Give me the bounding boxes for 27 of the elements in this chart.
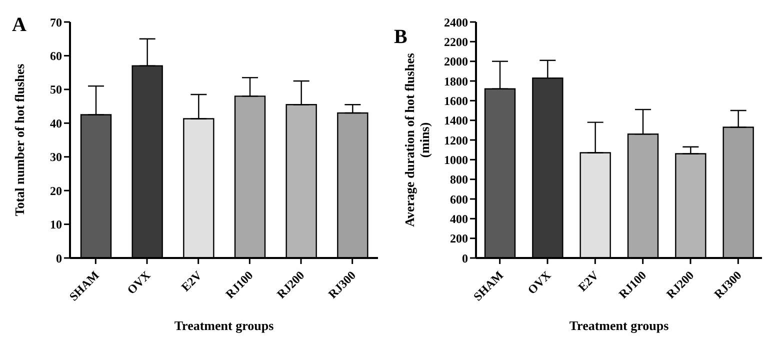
y-tick-label: 0 — [56, 251, 62, 266]
chart-title: A — [12, 14, 26, 37]
y-tick-label: 0 — [462, 251, 468, 266]
y-tick-label: 40 — [50, 116, 62, 130]
y-tick-label: 2000 — [444, 54, 468, 69]
y-axis-title: Average duration of hot flushes (mins) — [402, 53, 432, 227]
y-tick-label: 400 — [450, 212, 468, 226]
y-tick-label: 60 — [50, 48, 62, 63]
y-tick-label: 1800 — [444, 74, 468, 88]
y-tick-label: 1000 — [444, 152, 468, 167]
y-tick-label: 600 — [450, 192, 468, 206]
y-tick-label: 20 — [50, 184, 62, 198]
y-tick-label: 50 — [50, 82, 62, 97]
y-tick-label: 2400 — [444, 15, 468, 30]
x-axis-title: Treatment groups — [174, 318, 274, 333]
y-tick-label: 1200 — [444, 133, 468, 148]
y-tick-label: 1600 — [444, 94, 468, 108]
chart-title: B — [394, 26, 408, 49]
y-tick-label: 1400 — [444, 114, 468, 128]
y-tick-label: 30 — [50, 150, 62, 164]
y-axis-title: Total number of hot flushes — [12, 64, 27, 216]
x-axis-title: Treatment groups — [569, 318, 669, 333]
y-tick-label: 200 — [450, 232, 468, 246]
y-tick-label: 70 — [50, 15, 62, 30]
y-tick-label: 800 — [450, 172, 468, 187]
y-tick-label: 10 — [50, 218, 62, 232]
y-tick-label: 2200 — [444, 34, 468, 49]
